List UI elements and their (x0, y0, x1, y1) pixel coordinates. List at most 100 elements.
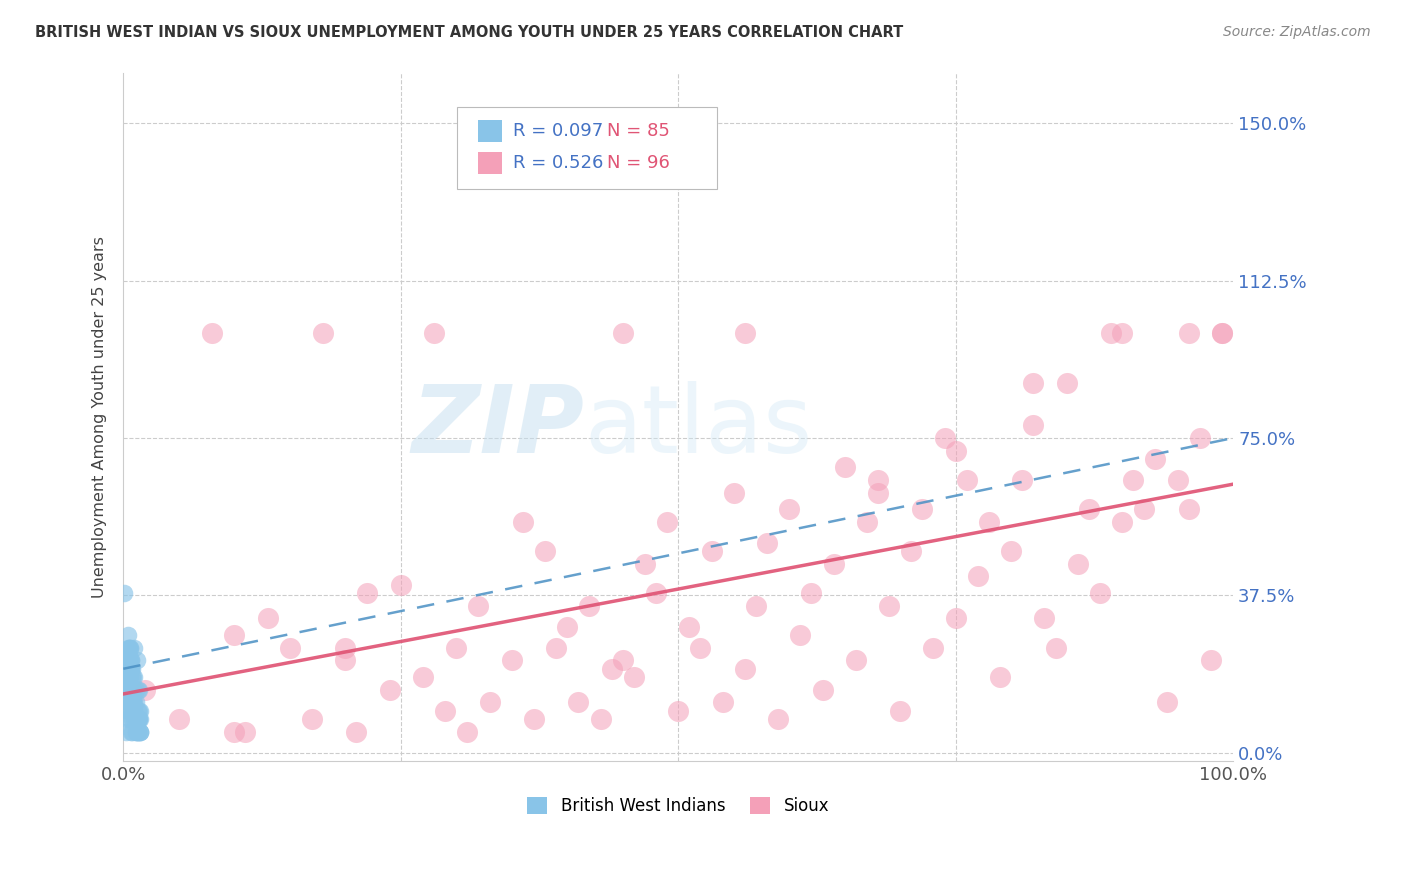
Point (235, 724, 257, 739)
Point (1177, 502, 1199, 516)
Point (501, 653, 523, 667)
Point (118, 670, 141, 684)
Point (934, 431, 956, 445)
Point (115, 682, 138, 697)
Point (114, 724, 136, 739)
Point (124, 695, 146, 709)
Point (1045, 640, 1067, 655)
Point (129, 712, 152, 726)
Point (612, 653, 634, 667)
Point (555, 620, 578, 634)
Point (623, 670, 645, 684)
Point (129, 724, 152, 739)
Point (434, 704, 457, 718)
Point (1111, 515, 1133, 529)
Point (121, 695, 143, 709)
Point (117, 662, 139, 676)
Point (127, 712, 149, 726)
Point (800, 586, 823, 600)
Point (118, 670, 141, 684)
Point (378, 682, 401, 697)
Point (128, 712, 150, 726)
Legend: British West Indians, Sioux: British West Indians, Sioux (527, 797, 830, 814)
Point (120, 662, 142, 676)
Point (122, 704, 145, 718)
Point (866, 485, 889, 500)
Point (666, 704, 689, 718)
Point (121, 704, 143, 718)
Point (578, 599, 600, 613)
Point (734, 326, 756, 340)
Point (118, 640, 141, 655)
Point (115, 670, 138, 684)
Point (224, 724, 246, 739)
Point (117, 704, 139, 718)
Point (711, 695, 734, 709)
Text: BRITISH WEST INDIAN VS SIOUX UNEMPLOYMENT AMONG YOUTH UNDER 25 YEARS CORRELATION: BRITISH WEST INDIAN VS SIOUX UNEMPLOYMEN… (35, 25, 904, 40)
Point (122, 695, 145, 709)
Point (356, 586, 378, 600)
Point (120, 653, 142, 667)
Point (112, 653, 135, 667)
Point (115, 662, 138, 676)
Point (129, 724, 152, 739)
Point (689, 640, 711, 655)
Point (117, 695, 139, 709)
Point (128, 682, 150, 697)
Text: atlas: atlas (583, 382, 813, 474)
Point (114, 670, 136, 684)
Point (118, 670, 141, 684)
Point (118, 640, 141, 655)
Point (823, 557, 845, 571)
Point (645, 586, 668, 600)
Point (1011, 473, 1033, 487)
Point (1022, 376, 1045, 391)
Point (134, 682, 156, 697)
Point (114, 662, 136, 676)
Point (766, 712, 789, 726)
Point (1088, 586, 1111, 600)
Point (1067, 557, 1090, 571)
Text: ZIP: ZIP (411, 382, 583, 474)
Point (256, 611, 278, 625)
Point (1111, 326, 1133, 340)
Point (127, 724, 149, 739)
Point (124, 682, 146, 697)
Point (224, 628, 246, 642)
Point (122, 682, 145, 697)
Point (967, 569, 990, 583)
Point (945, 611, 967, 625)
Point (1177, 326, 1199, 340)
Point (124, 682, 146, 697)
Point (1000, 544, 1022, 558)
Point (167, 712, 190, 726)
Point (567, 695, 589, 709)
Point (344, 724, 367, 739)
Point (125, 712, 148, 726)
Point (118, 662, 141, 676)
Point (756, 536, 779, 550)
Point (834, 460, 856, 475)
Point (745, 599, 768, 613)
Point (118, 653, 141, 667)
Point (922, 640, 945, 655)
Point (118, 640, 141, 655)
Text: R = 0.526: R = 0.526 (513, 154, 603, 172)
Point (534, 544, 557, 558)
Point (845, 653, 868, 667)
Point (945, 443, 967, 458)
Point (128, 712, 150, 726)
Text: N = 96: N = 96 (607, 154, 671, 172)
Point (1144, 452, 1167, 467)
Point (127, 704, 149, 718)
Point (1211, 326, 1233, 340)
Point (301, 712, 323, 726)
Point (389, 578, 412, 592)
Point (124, 695, 146, 709)
Point (467, 599, 489, 613)
Point (778, 502, 800, 516)
Point (121, 670, 143, 684)
Point (546, 640, 568, 655)
Point (118, 682, 141, 697)
Point (856, 515, 879, 529)
